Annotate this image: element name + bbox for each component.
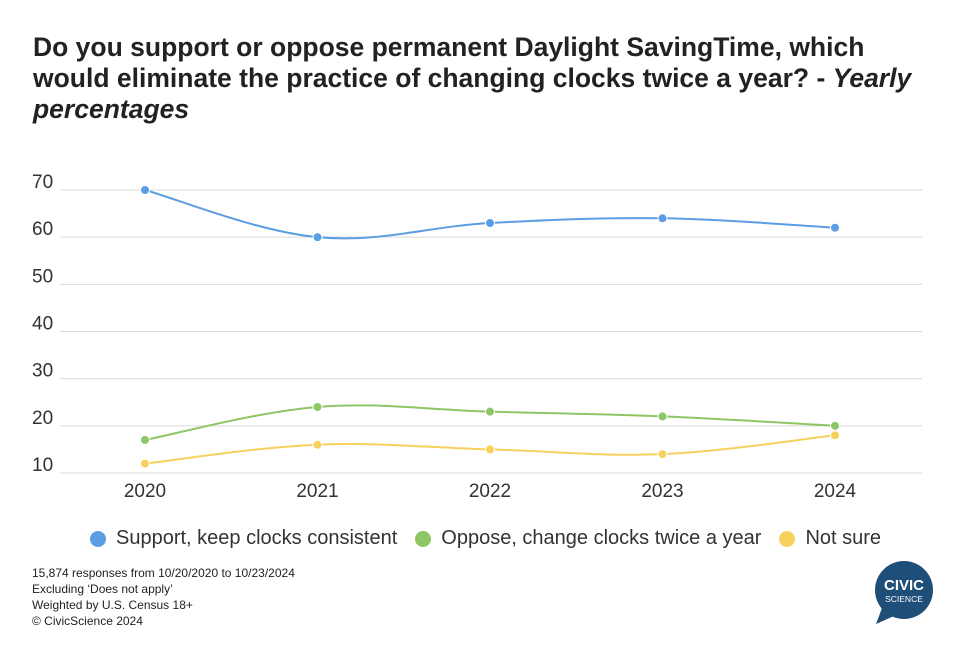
legend-item: Support, keep clocks consistent <box>90 527 397 550</box>
legend-marker <box>90 530 106 547</box>
y-tick-label: 30 <box>32 361 53 382</box>
chart-title: Do you support or oppose permanent Dayli… <box>33 32 933 125</box>
x-tick-label: 2020 <box>124 481 166 502</box>
title-italic: Yearly percentages <box>33 63 912 124</box>
footnote-responses: 15,874 responses from 10/20/2020 to 10/2… <box>32 566 295 580</box>
y-axis-ticks: 10 20 30 40 50 60 70 <box>32 172 53 476</box>
legend-item: Oppose, change clocks twice a year <box>415 527 761 550</box>
footnotes: 15,874 responses from 10/20/2020 to 10/2… <box>32 565 295 629</box>
line-chart: 10 20 30 40 50 60 70 2020 2021 2022 2023 2024 <box>32 172 922 502</box>
data-point <box>657 449 668 460</box>
y-tick-label: 70 <box>32 172 53 193</box>
logo-text-civic: CIVIC <box>884 577 924 594</box>
data-point <box>140 185 150 195</box>
legend-label: Not sure <box>805 527 882 549</box>
data-point <box>657 213 668 224</box>
data-point <box>830 420 840 431</box>
legend-marker <box>415 530 432 547</box>
data-point <box>312 439 323 450</box>
y-tick-label: 50 <box>32 266 53 287</box>
data-point <box>312 401 323 412</box>
x-axis-ticks: 2020 2021 2022 2023 2024 <box>124 481 857 502</box>
legend: Support, keep clocks consistent Oppose, c… <box>90 527 899 550</box>
legend-marker <box>779 530 796 547</box>
title-main: Do you support or oppose permanent Dayli… <box>33 32 865 93</box>
series-line-0 <box>144 189 836 240</box>
footnote-copyright: © CivicScience 2024 <box>32 614 143 628</box>
x-tick-label: 2022 <box>469 481 511 502</box>
y-tick-label: 20 <box>32 408 53 429</box>
y-tick-label: 10 <box>32 455 53 476</box>
data-point <box>140 458 150 469</box>
y-tick-label: 60 <box>32 219 53 240</box>
data-point <box>140 434 150 445</box>
data-point <box>312 232 323 243</box>
legend-item: Not sure <box>779 527 881 550</box>
footnote-weighted: Weighted by U.S. Census 18+ <box>32 598 193 612</box>
x-tick-label: 2023 <box>641 481 683 502</box>
data-point <box>830 430 840 441</box>
y-tick-label: 40 <box>32 314 53 335</box>
data-point <box>485 444 495 455</box>
data-point <box>485 218 495 229</box>
logo-text-science: SCIENCE <box>885 594 923 604</box>
civicscience-logo: CIVIC SCIENCE <box>875 561 933 624</box>
data-point <box>830 222 840 233</box>
data-point <box>657 411 668 422</box>
x-tick-label: 2024 <box>814 481 857 502</box>
x-tick-label: 2021 <box>296 481 338 502</box>
data-point <box>485 406 495 417</box>
legend-label: Oppose, change clocks twice a year <box>441 527 762 549</box>
gridlines <box>60 189 922 474</box>
footnote-excluding: Excluding ‘Does not apply’ <box>32 582 173 596</box>
legend-label: Support, keep clocks consistent <box>116 527 398 549</box>
series-lines <box>140 185 840 469</box>
